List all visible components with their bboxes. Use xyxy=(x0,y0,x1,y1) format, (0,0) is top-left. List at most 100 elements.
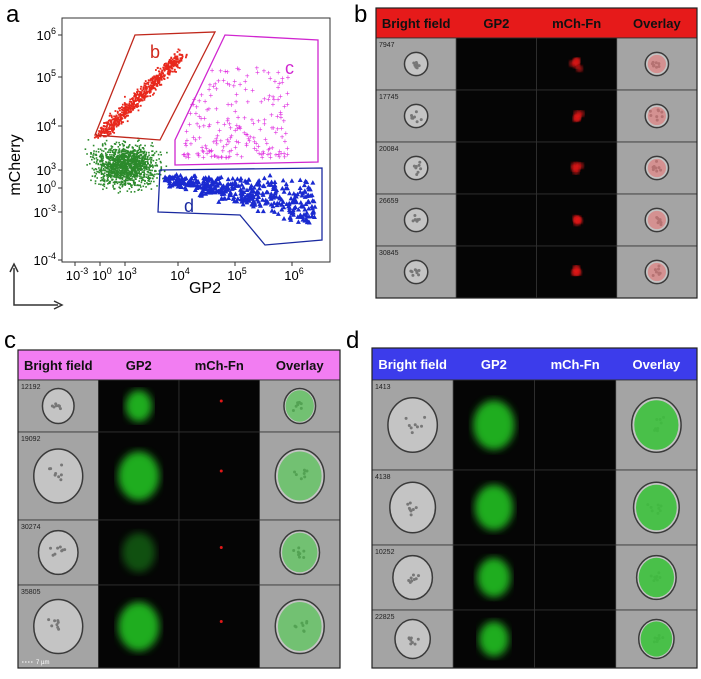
dot: + xyxy=(186,150,191,159)
dot xyxy=(106,156,109,158)
dot xyxy=(132,100,135,103)
dot xyxy=(129,153,132,156)
dot xyxy=(127,163,129,165)
dot xyxy=(134,163,137,166)
dot xyxy=(109,171,112,173)
cell-texture xyxy=(409,576,413,580)
dot xyxy=(110,145,113,147)
dot xyxy=(136,174,138,176)
dot xyxy=(203,191,209,196)
dot xyxy=(143,98,146,101)
dot xyxy=(149,158,151,160)
dot xyxy=(121,168,124,171)
tick-base: 10 xyxy=(37,70,51,85)
dot xyxy=(253,191,259,197)
dot xyxy=(146,95,149,98)
cell-texture xyxy=(418,160,422,164)
overlay-red xyxy=(647,106,667,126)
dot xyxy=(109,153,111,156)
dot xyxy=(126,160,129,163)
dot: + xyxy=(214,137,219,146)
dot xyxy=(144,161,147,163)
dot xyxy=(167,67,170,70)
dot xyxy=(280,177,286,183)
dot: + xyxy=(228,123,233,132)
dot xyxy=(99,135,102,138)
dot: + xyxy=(183,139,188,148)
dot xyxy=(114,180,116,183)
dot xyxy=(189,181,195,187)
dot: + xyxy=(282,153,287,162)
dot xyxy=(119,184,122,186)
dot xyxy=(159,151,162,154)
cell-texture xyxy=(423,415,427,419)
dot xyxy=(252,200,258,206)
dot xyxy=(161,69,164,72)
dot xyxy=(151,84,153,87)
dot xyxy=(174,172,180,177)
dot xyxy=(137,140,139,142)
dot xyxy=(86,164,88,166)
dot xyxy=(133,105,136,108)
dot xyxy=(143,161,146,164)
dot xyxy=(136,157,139,160)
dot xyxy=(171,180,177,185)
dot xyxy=(141,99,144,102)
dot xyxy=(136,169,138,171)
dot xyxy=(136,106,138,108)
dot: + xyxy=(199,114,204,123)
dot xyxy=(138,148,141,150)
dot: + xyxy=(210,66,215,75)
dot xyxy=(121,117,124,120)
overlay-green xyxy=(640,621,673,657)
dot xyxy=(113,155,116,157)
cell-texture xyxy=(407,506,411,510)
tick-exponent: 3 xyxy=(132,266,137,276)
dot xyxy=(171,63,173,65)
cell-texture xyxy=(413,642,417,646)
dot: + xyxy=(184,127,189,136)
dot: + xyxy=(224,153,229,162)
dot xyxy=(281,216,287,221)
dot xyxy=(113,115,116,118)
dot xyxy=(154,87,157,90)
dot xyxy=(99,159,101,162)
cell-texture xyxy=(409,642,413,646)
dot xyxy=(139,91,142,94)
dot xyxy=(115,122,118,125)
dot xyxy=(106,157,108,160)
dot xyxy=(145,186,147,188)
dot xyxy=(106,175,108,177)
dot: + xyxy=(267,92,272,101)
dot xyxy=(116,118,118,121)
cell-body xyxy=(403,103,429,129)
dot xyxy=(129,107,132,110)
x-tick-label: 10-3 xyxy=(66,266,88,283)
dot xyxy=(173,62,175,65)
dot xyxy=(144,163,146,166)
dot xyxy=(116,162,119,165)
dot xyxy=(140,160,143,163)
dot xyxy=(111,163,114,166)
overlay-red xyxy=(647,54,667,74)
dot xyxy=(182,181,188,186)
gate-label: c xyxy=(285,58,294,78)
dot xyxy=(128,152,131,154)
dot xyxy=(239,193,245,198)
dot: + xyxy=(199,90,204,99)
tick-exponent: 6 xyxy=(51,26,56,36)
row-id: 30845 xyxy=(379,250,399,257)
dot xyxy=(121,183,123,186)
dot xyxy=(130,158,133,160)
dot xyxy=(302,188,308,193)
dot xyxy=(124,164,126,167)
dot xyxy=(130,150,132,153)
dot xyxy=(270,186,276,192)
dot xyxy=(112,172,115,174)
dot xyxy=(134,181,136,184)
dot xyxy=(131,162,133,165)
dot xyxy=(109,123,112,126)
tick-base: 10 xyxy=(34,205,48,220)
dot xyxy=(118,159,121,161)
dot xyxy=(176,63,179,66)
